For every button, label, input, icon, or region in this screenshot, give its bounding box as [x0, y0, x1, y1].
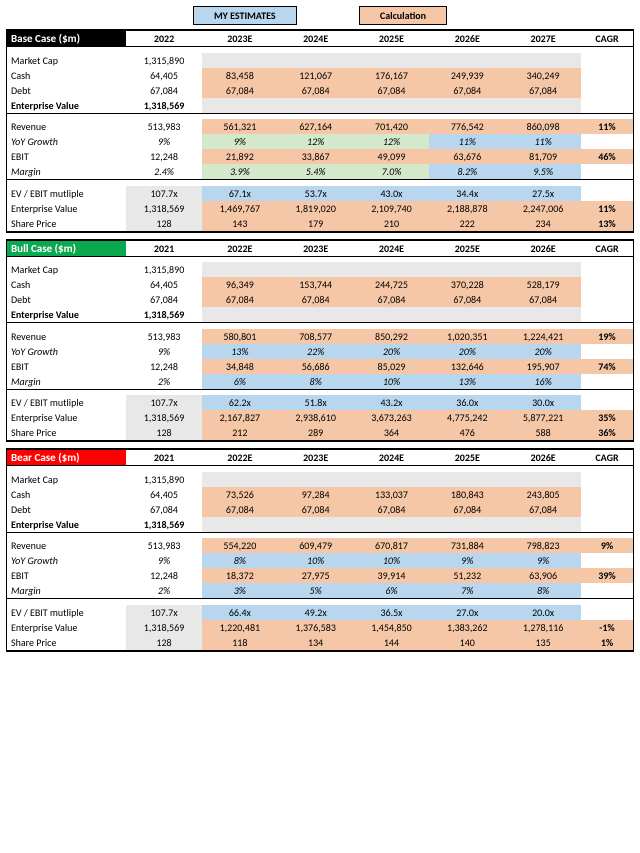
scenario-title: Bear Case ($m) [7, 450, 126, 466]
scenario-table: Bear Case ($m)20212022E2023E2024E2025E20… [6, 448, 634, 652]
scenario-title: Bull Case ($m) [7, 240, 126, 256]
legend: MY ESTIMATES Calculation [6, 6, 634, 25]
scenario-title: Base Case ($m) [7, 31, 126, 47]
scenario-table: Base Case ($m)20222023E2024E2025E2026E20… [6, 29, 634, 233]
legend-calc: Calculation [359, 6, 447, 25]
legend-estimates: MY ESTIMATES [193, 6, 297, 25]
scenario-table: Bull Case ($m)20212022E2023E2024E2025E20… [6, 239, 634, 443]
